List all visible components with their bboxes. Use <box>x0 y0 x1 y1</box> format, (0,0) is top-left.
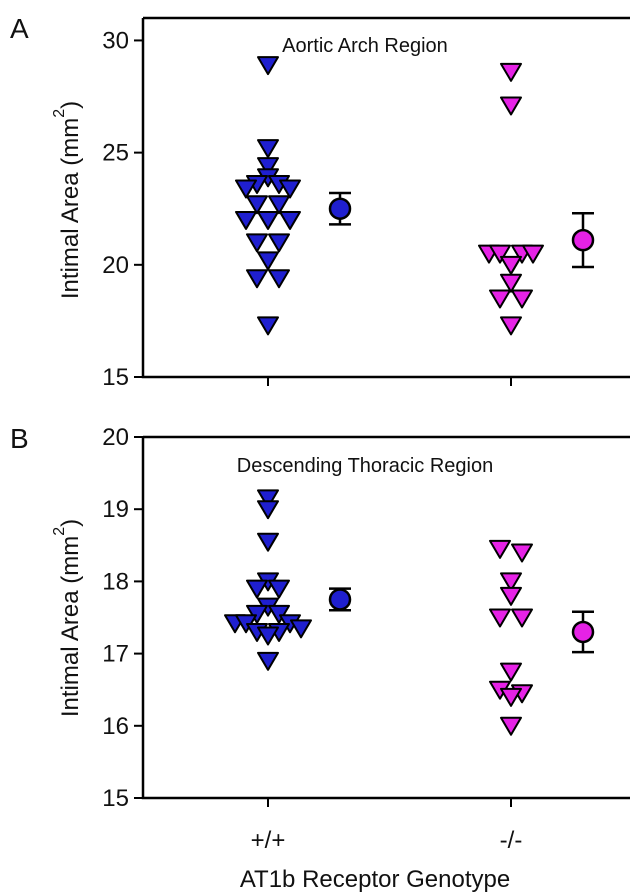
panel-a-ylabel-sup: 2 <box>51 109 68 118</box>
panel-b-point-ko <box>489 608 511 628</box>
panel-a-point-wt <box>246 269 268 289</box>
panel-a-point-wt <box>279 210 301 230</box>
panel-a-point-wt <box>268 269 290 289</box>
panel-b-ytick-label: 17 <box>102 641 129 668</box>
panel-b-point-wt <box>268 579 290 599</box>
panel-a-point-ko <box>489 289 511 309</box>
panel-a-title: Aortic Arch Region <box>282 35 448 57</box>
panel-b-mean-ko <box>571 620 595 644</box>
x-axis-title: AT1b Receptor Genotype <box>240 866 510 893</box>
panel-a-ylabel-main: Intimal Area (mm <box>57 118 84 299</box>
panel-b-ytick-label: 15 <box>102 785 129 812</box>
panel-a-point-wt <box>257 210 279 230</box>
panel-b-ytick-label: 19 <box>102 496 129 523</box>
panel-a-point-wt <box>257 251 279 271</box>
panel-a-point-ko <box>500 96 522 116</box>
panel-a-point-wt <box>257 56 279 76</box>
panel-a-point-wt <box>268 233 290 253</box>
panel-b: B Descending Thoracic Region Intimal Are… <box>10 423 630 812</box>
panel-a-ytick-label: 20 <box>102 252 129 279</box>
panel-a-point-ko <box>522 244 544 264</box>
panel-b-point-ko <box>500 687 522 707</box>
panel-b-ytick-label: 16 <box>102 713 129 740</box>
panel-b-point-ko <box>511 608 533 628</box>
panel-b-point-wt <box>257 489 279 509</box>
panel-a-ytick-label: 15 <box>102 364 129 391</box>
svg-text:Intimal Area (mm2): Intimal Area (mm2) <box>51 519 84 717</box>
panel-b-ylabel-sup: 2 <box>51 527 68 536</box>
x-category-label-wt: +/+ <box>251 827 286 854</box>
panel-b-point-ko <box>489 539 511 559</box>
panel-a-point-wt <box>235 210 257 230</box>
panel-b-ylabel: Intimal Area (mm2) <box>51 519 84 717</box>
panel-b-point-wt <box>257 532 279 552</box>
panel-a-point-wt <box>268 195 290 215</box>
panel-b-point-wt <box>246 579 268 599</box>
panel-a-axes <box>141 18 630 379</box>
panel-a-point-wt <box>257 139 279 159</box>
panel-b-plot-area: 15 16 17 18 19 20 <box>102 424 630 812</box>
panel-a-point-ko <box>489 244 511 264</box>
panel-a-point-wt <box>235 179 257 199</box>
panel-a-letter: A <box>10 13 29 44</box>
panel-b-ytick-label: 18 <box>102 568 129 595</box>
panel-a-point-ko <box>511 289 533 309</box>
svg-text:Intimal Area (mm2): Intimal Area (mm2) <box>51 101 84 299</box>
panel-a-mean-wt <box>328 197 352 220</box>
panel-b-title: Descending Thoracic Region <box>237 455 493 477</box>
panel-a-point-wt <box>257 316 279 336</box>
panel-b-point-wt <box>290 619 312 639</box>
panel-a-point-ko <box>500 62 522 82</box>
panel-a-point-ko <box>500 255 522 275</box>
panel-a-ytick-label: 30 <box>102 27 129 54</box>
panel-a-point-wt <box>246 233 268 253</box>
panel-a-ytick-label: 25 <box>102 140 129 167</box>
panel-a-plot-area: 15 20 25 30 <box>102 16 630 391</box>
panel-a-point-ko <box>500 316 522 336</box>
panel-b-letter: B <box>10 423 29 454</box>
panel-b-point-wt <box>257 500 279 520</box>
panel-b-point-wt <box>257 651 279 671</box>
panel-a-point-wt <box>279 179 301 199</box>
panel-b-ytick-label: 20 <box>102 424 129 451</box>
panel-a-point-ko <box>500 273 522 293</box>
panel-a-ylabel-end: ) <box>57 101 84 109</box>
panel-b-point-ko <box>500 662 522 682</box>
panel-b-point-ko <box>500 586 522 606</box>
x-category-label-ko: -/- <box>500 827 523 854</box>
panel-b-ylabel-main: Intimal Area (mm <box>57 536 84 717</box>
panel-a-ylabel: Intimal Area (mm2) <box>51 101 84 299</box>
panel-b-point-ko <box>511 543 533 563</box>
panel-b-axes <box>141 437 630 800</box>
panel-b-ylabel-end: ) <box>57 519 84 527</box>
panel-b-point-ko <box>500 716 522 736</box>
panel-b-mean-wt <box>328 588 352 611</box>
panel-b-point-wt <box>257 626 279 646</box>
panel-b-point-ko <box>500 572 522 592</box>
panel-a: A Aortic Arch Region Intimal Area (mm2) … <box>10 13 630 391</box>
panel-a-mean-ko <box>571 228 595 252</box>
panel-a-point-wt <box>246 195 268 215</box>
panel-a-point-wt <box>257 157 279 177</box>
